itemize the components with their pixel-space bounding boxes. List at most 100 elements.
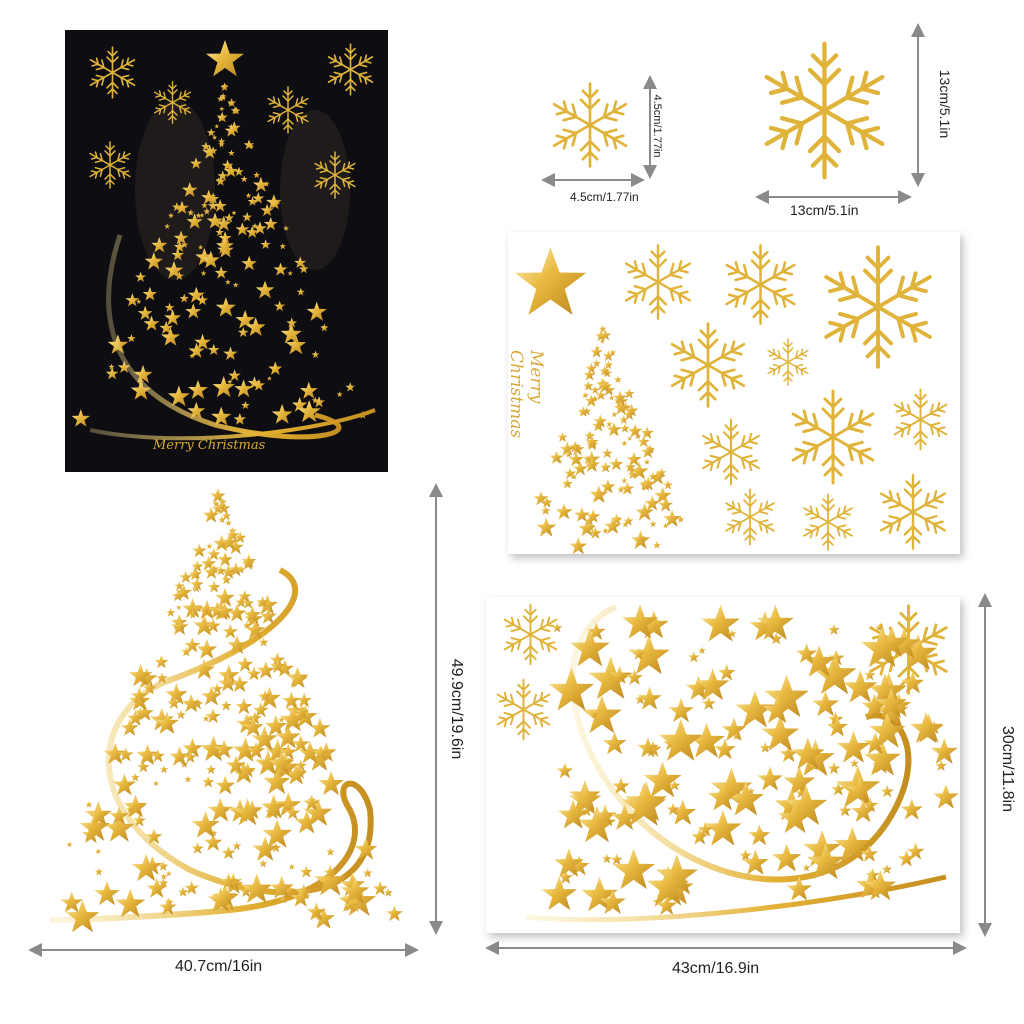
star-icon <box>160 872 168 880</box>
star-icon <box>383 887 393 897</box>
star-icon <box>234 166 244 176</box>
large-snowflake-height-label: 13cm/5.1in <box>937 69 953 139</box>
star-icon <box>214 123 220 129</box>
star-icon <box>652 541 661 549</box>
sheet2-artwork <box>486 597 959 923</box>
star-icon <box>280 323 302 344</box>
star-icon <box>231 210 237 216</box>
star-icon <box>143 315 160 331</box>
star-icon <box>215 297 236 317</box>
star-icon <box>296 692 312 708</box>
star-icon <box>611 411 618 418</box>
star-icon <box>548 667 595 711</box>
star-icon <box>626 669 643 685</box>
star-icon <box>232 841 242 850</box>
star-icon <box>306 301 327 321</box>
star-icon <box>757 766 783 791</box>
snowflake-icon <box>700 420 763 484</box>
star-icon <box>268 361 283 375</box>
star-icon <box>206 128 216 137</box>
star-icon <box>584 430 596 441</box>
star-icon <box>279 243 287 250</box>
snowflake-icon <box>326 44 375 95</box>
star-icon <box>540 505 551 515</box>
star-icon <box>601 447 613 459</box>
star-icon <box>620 481 635 495</box>
star-icon <box>85 800 93 808</box>
ribbon-swirl <box>106 234 342 440</box>
star-icon <box>205 764 217 774</box>
sheet-height-label: 30cm/11.8in <box>999 726 1016 812</box>
star-icon <box>255 280 275 299</box>
star-icon <box>222 623 238 639</box>
star-icon <box>224 213 235 223</box>
star-icon <box>219 106 225 112</box>
star-icon <box>595 389 607 401</box>
star-icon <box>191 543 207 558</box>
star-icon <box>66 841 73 848</box>
star-icon <box>296 287 305 296</box>
star-icon <box>235 697 253 715</box>
star-icon <box>668 698 694 723</box>
snowflake-icon <box>722 245 798 323</box>
star-icon <box>271 403 293 424</box>
star-icon <box>881 863 893 874</box>
star-icon <box>159 765 169 774</box>
star-icon <box>94 848 102 855</box>
star-icon <box>662 479 673 490</box>
star-icon <box>643 458 651 465</box>
star-icon <box>900 798 923 820</box>
star-icon <box>610 853 623 865</box>
tree-icon <box>533 325 685 555</box>
star-icon <box>165 870 172 877</box>
star-icon <box>592 359 601 368</box>
star-icon <box>196 638 218 659</box>
star-icon <box>253 171 261 179</box>
star-icon <box>849 758 859 768</box>
snowflake-icon <box>820 247 937 367</box>
star-icon <box>717 663 736 681</box>
star-icon <box>185 303 202 319</box>
star-icon <box>619 423 630 433</box>
star-icon <box>235 222 250 236</box>
star-icon <box>233 412 247 425</box>
star-icon <box>241 873 273 903</box>
star-icon <box>653 486 672 504</box>
star-icon <box>771 843 802 872</box>
star-icon <box>208 343 220 355</box>
snowflake-icon <box>788 391 878 483</box>
star-icon <box>71 409 91 427</box>
star-icon <box>221 845 236 860</box>
star-icon <box>217 551 233 567</box>
star-icon <box>258 859 268 868</box>
small-snowflake-arrows <box>0 0 200 200</box>
star-icon <box>553 848 584 877</box>
star-icon <box>644 495 661 511</box>
star-icon <box>828 623 840 635</box>
sheet1-greeting-line1: Merry <box>526 350 546 404</box>
star-icon <box>621 477 628 484</box>
star-icon <box>267 376 272 381</box>
decal-sheet-preview: Merry Christmas <box>506 232 960 555</box>
star-icon <box>214 266 228 279</box>
star-icon <box>880 784 894 798</box>
star-icon <box>536 517 557 537</box>
snowflake-icon <box>501 605 559 665</box>
star-icon <box>602 731 627 755</box>
star-icon <box>609 457 624 471</box>
snowflake-icon <box>766 339 811 385</box>
star-icon <box>228 149 235 156</box>
star-icon <box>154 654 169 669</box>
star-icon <box>932 784 959 809</box>
snowflake-icon <box>891 390 949 450</box>
star-icon <box>207 580 221 593</box>
star-icon <box>386 905 403 922</box>
star-icon <box>206 542 213 549</box>
sheet1-artwork <box>514 232 960 555</box>
star-icon <box>206 40 244 77</box>
star-icon <box>287 270 293 276</box>
product-photo: Merry Christmas <box>65 30 388 472</box>
star-icon <box>309 717 331 738</box>
star-icon <box>761 714 800 751</box>
star-icon <box>201 775 215 788</box>
